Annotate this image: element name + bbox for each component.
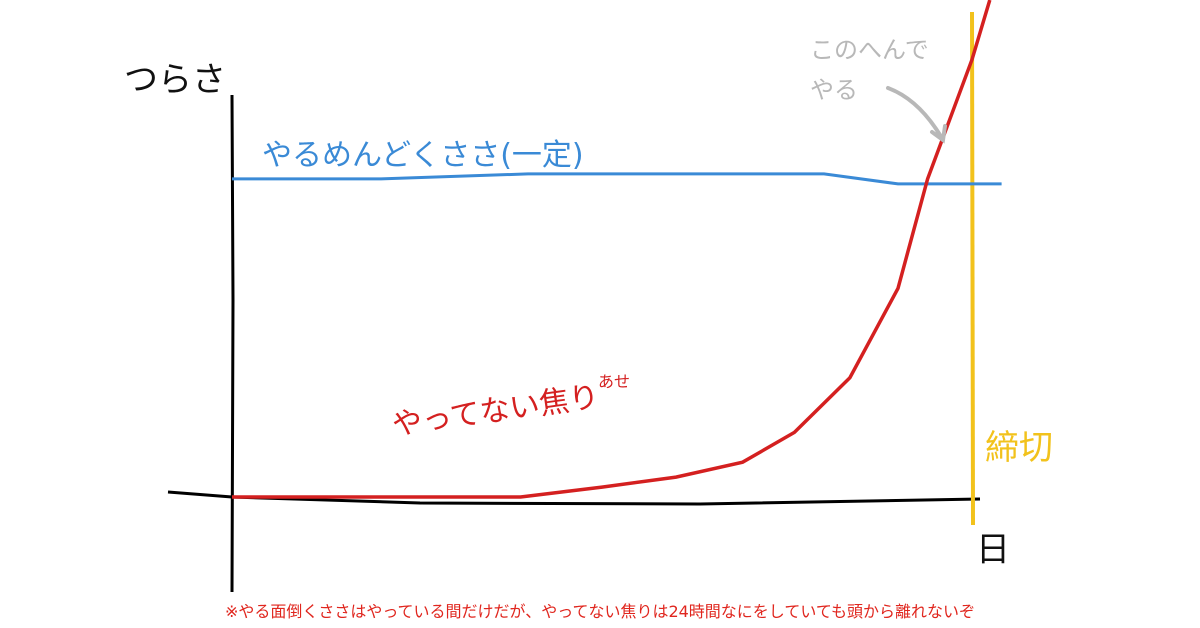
deadline-line xyxy=(970,11,975,526)
y-axis-label: つらさ xyxy=(124,60,226,100)
y-axis xyxy=(230,94,235,593)
deadline-label: 締切 xyxy=(985,428,1053,468)
series-line-anxiety xyxy=(232,0,992,499)
x-axis xyxy=(167,490,981,506)
series-label-effort: やるめんどくささ(一定) xyxy=(262,138,584,173)
series-label-ruby: あせ xyxy=(598,372,631,391)
annotation-arrow xyxy=(886,86,947,144)
series-line-effort xyxy=(232,172,1002,186)
annotation-note: このへんで やる xyxy=(810,36,929,104)
x-axis-label: 日 xyxy=(976,530,1010,570)
caption: ※やる面倒くささはやっている間だけだが、やってない焦りは24時間なにをしていても… xyxy=(224,602,976,621)
